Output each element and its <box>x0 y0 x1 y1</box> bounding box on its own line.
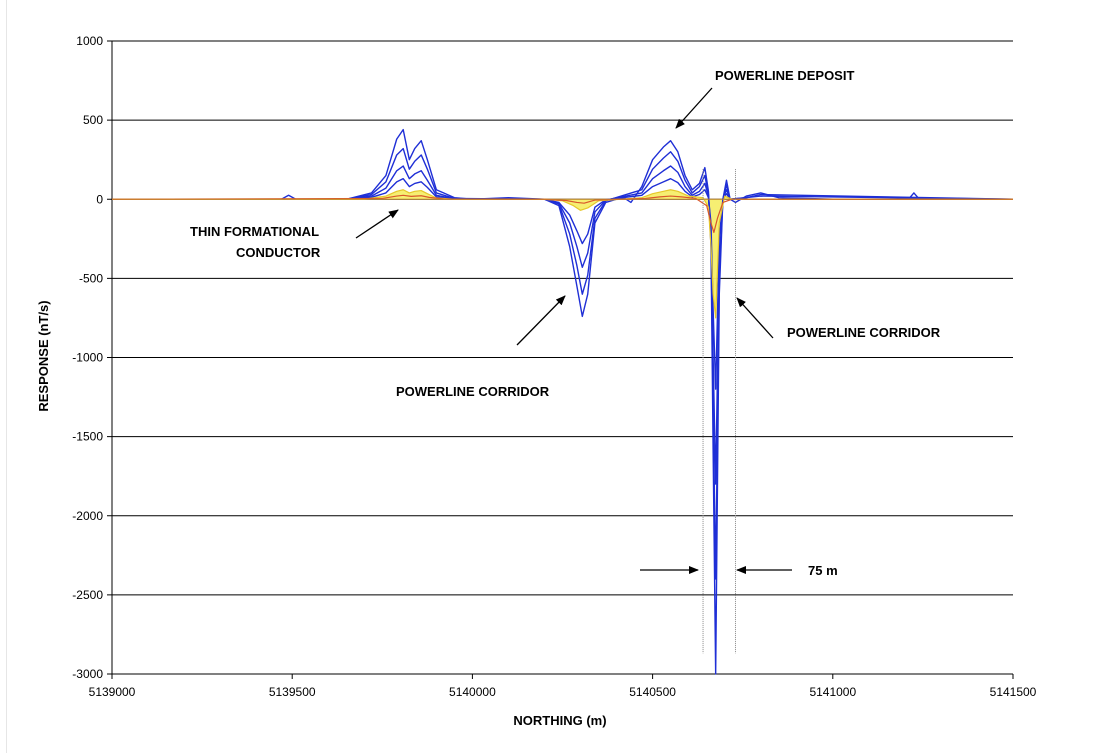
x-tick-label: 5140000 <box>449 685 496 699</box>
y-tick-label: -2500 <box>72 588 103 602</box>
annotation-powerline-deposit: POWERLINE DEPOSIT <box>715 68 854 83</box>
y-tick-label: 500 <box>83 113 103 127</box>
response-series <box>111 128 1014 675</box>
y-tick-labels: 1000 500 0 -500 -1000 -1500 -2000 -2500 -3000 <box>72 34 103 681</box>
arrow-thin-formational <box>355 209 399 239</box>
annotation-thin-formational: THIN FORMATIONAL <box>190 224 319 239</box>
y-tick-label: -1500 <box>72 430 103 444</box>
page-edge-rule <box>6 0 7 753</box>
series-line-early <box>112 147 1014 580</box>
gridlines <box>107 40 1014 679</box>
annotation-conductor: CONDUCTOR <box>236 245 321 260</box>
annotation-75m: 75 m <box>808 563 838 578</box>
x-tick-labels: 5139000 5139500 5140000 5140500 5141000 51415… <box>89 685 1037 699</box>
arrow-powerline-corridor-left <box>516 295 566 346</box>
y-tick-label: -3000 <box>72 667 103 681</box>
y-tick-label: -1000 <box>72 351 103 365</box>
x-tick-label: 5140500 <box>629 685 676 699</box>
y-tick-label: 1000 <box>76 34 103 48</box>
series-line-early <box>112 128 1013 675</box>
series-line-late <box>111 194 1013 234</box>
y-axis-title: RESPONSE (nT/s) <box>36 300 51 411</box>
boundary-lines <box>702 169 736 654</box>
x-tick-label: 5141000 <box>809 685 856 699</box>
arrow-powerline-corridor-right <box>736 297 774 339</box>
y-tick-label: 0 <box>96 192 103 206</box>
x-tick-label: 5141500 <box>990 685 1037 699</box>
series-line-mid <box>112 189 1013 319</box>
annotation-powerline-corridor-left: POWERLINE CORRIDOR <box>396 384 550 399</box>
y-tick-label: -500 <box>79 271 103 285</box>
arrow-powerline-deposit <box>675 87 713 129</box>
annotation-powerline-corridor-right: POWERLINE CORRIDOR <box>787 325 941 340</box>
x-axis-title: NORTHING (m) <box>513 713 606 728</box>
y-tick-label: -2000 <box>72 509 103 523</box>
x-tick-label: 5139500 <box>269 685 316 699</box>
x-tick-label: 5139000 <box>89 685 136 699</box>
